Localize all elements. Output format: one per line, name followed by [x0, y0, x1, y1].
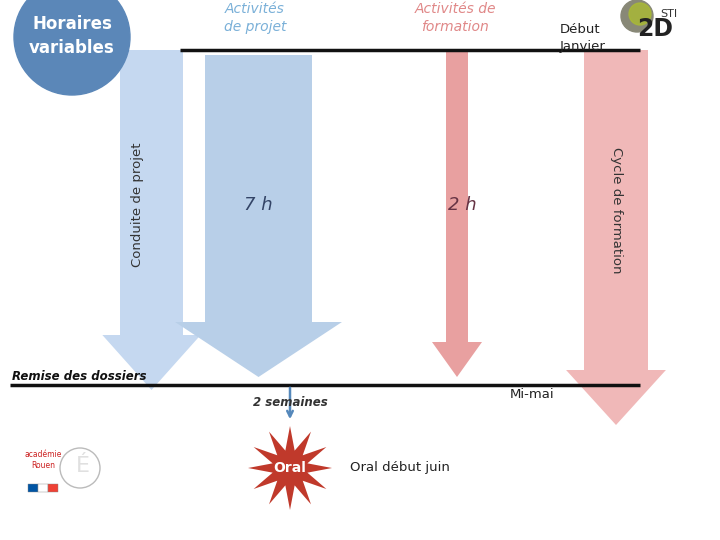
Text: É: É	[76, 456, 90, 476]
Polygon shape	[175, 55, 342, 377]
Polygon shape	[432, 50, 482, 377]
Text: Horaires
variables: Horaires variables	[29, 15, 115, 57]
Text: 7 h: 7 h	[243, 196, 272, 214]
Bar	[48, 484, 58, 492]
Text: Cycle de formation: Cycle de formation	[611, 147, 624, 273]
Text: 2 h: 2 h	[448, 196, 477, 214]
Bar	[28, 484, 38, 492]
Text: 2D: 2D	[637, 17, 673, 41]
Circle shape	[14, 0, 130, 95]
Text: Mi-mai: Mi-mai	[510, 388, 554, 402]
Text: Conduite de projet: Conduite de projet	[130, 143, 143, 267]
Polygon shape	[248, 426, 332, 510]
Circle shape	[621, 0, 653, 32]
Text: Activités
de projet: Activités de projet	[224, 2, 287, 33]
Text: STI: STI	[660, 9, 677, 19]
Text: 2 semaines: 2 semaines	[253, 395, 328, 408]
Text: Remise des dossiers: Remise des dossiers	[12, 370, 146, 383]
Text: Activités de
formation: Activités de formation	[414, 2, 496, 33]
Bar	[38, 484, 48, 492]
Text: Oral: Oral	[274, 461, 307, 475]
Circle shape	[629, 3, 651, 25]
Polygon shape	[566, 50, 666, 425]
Text: Oral début juin: Oral début juin	[350, 462, 450, 475]
Text: académie
Rouen: académie Rouen	[24, 450, 62, 470]
Text: Début
Janvier: Début Janvier	[560, 23, 606, 53]
Polygon shape	[102, 50, 201, 390]
